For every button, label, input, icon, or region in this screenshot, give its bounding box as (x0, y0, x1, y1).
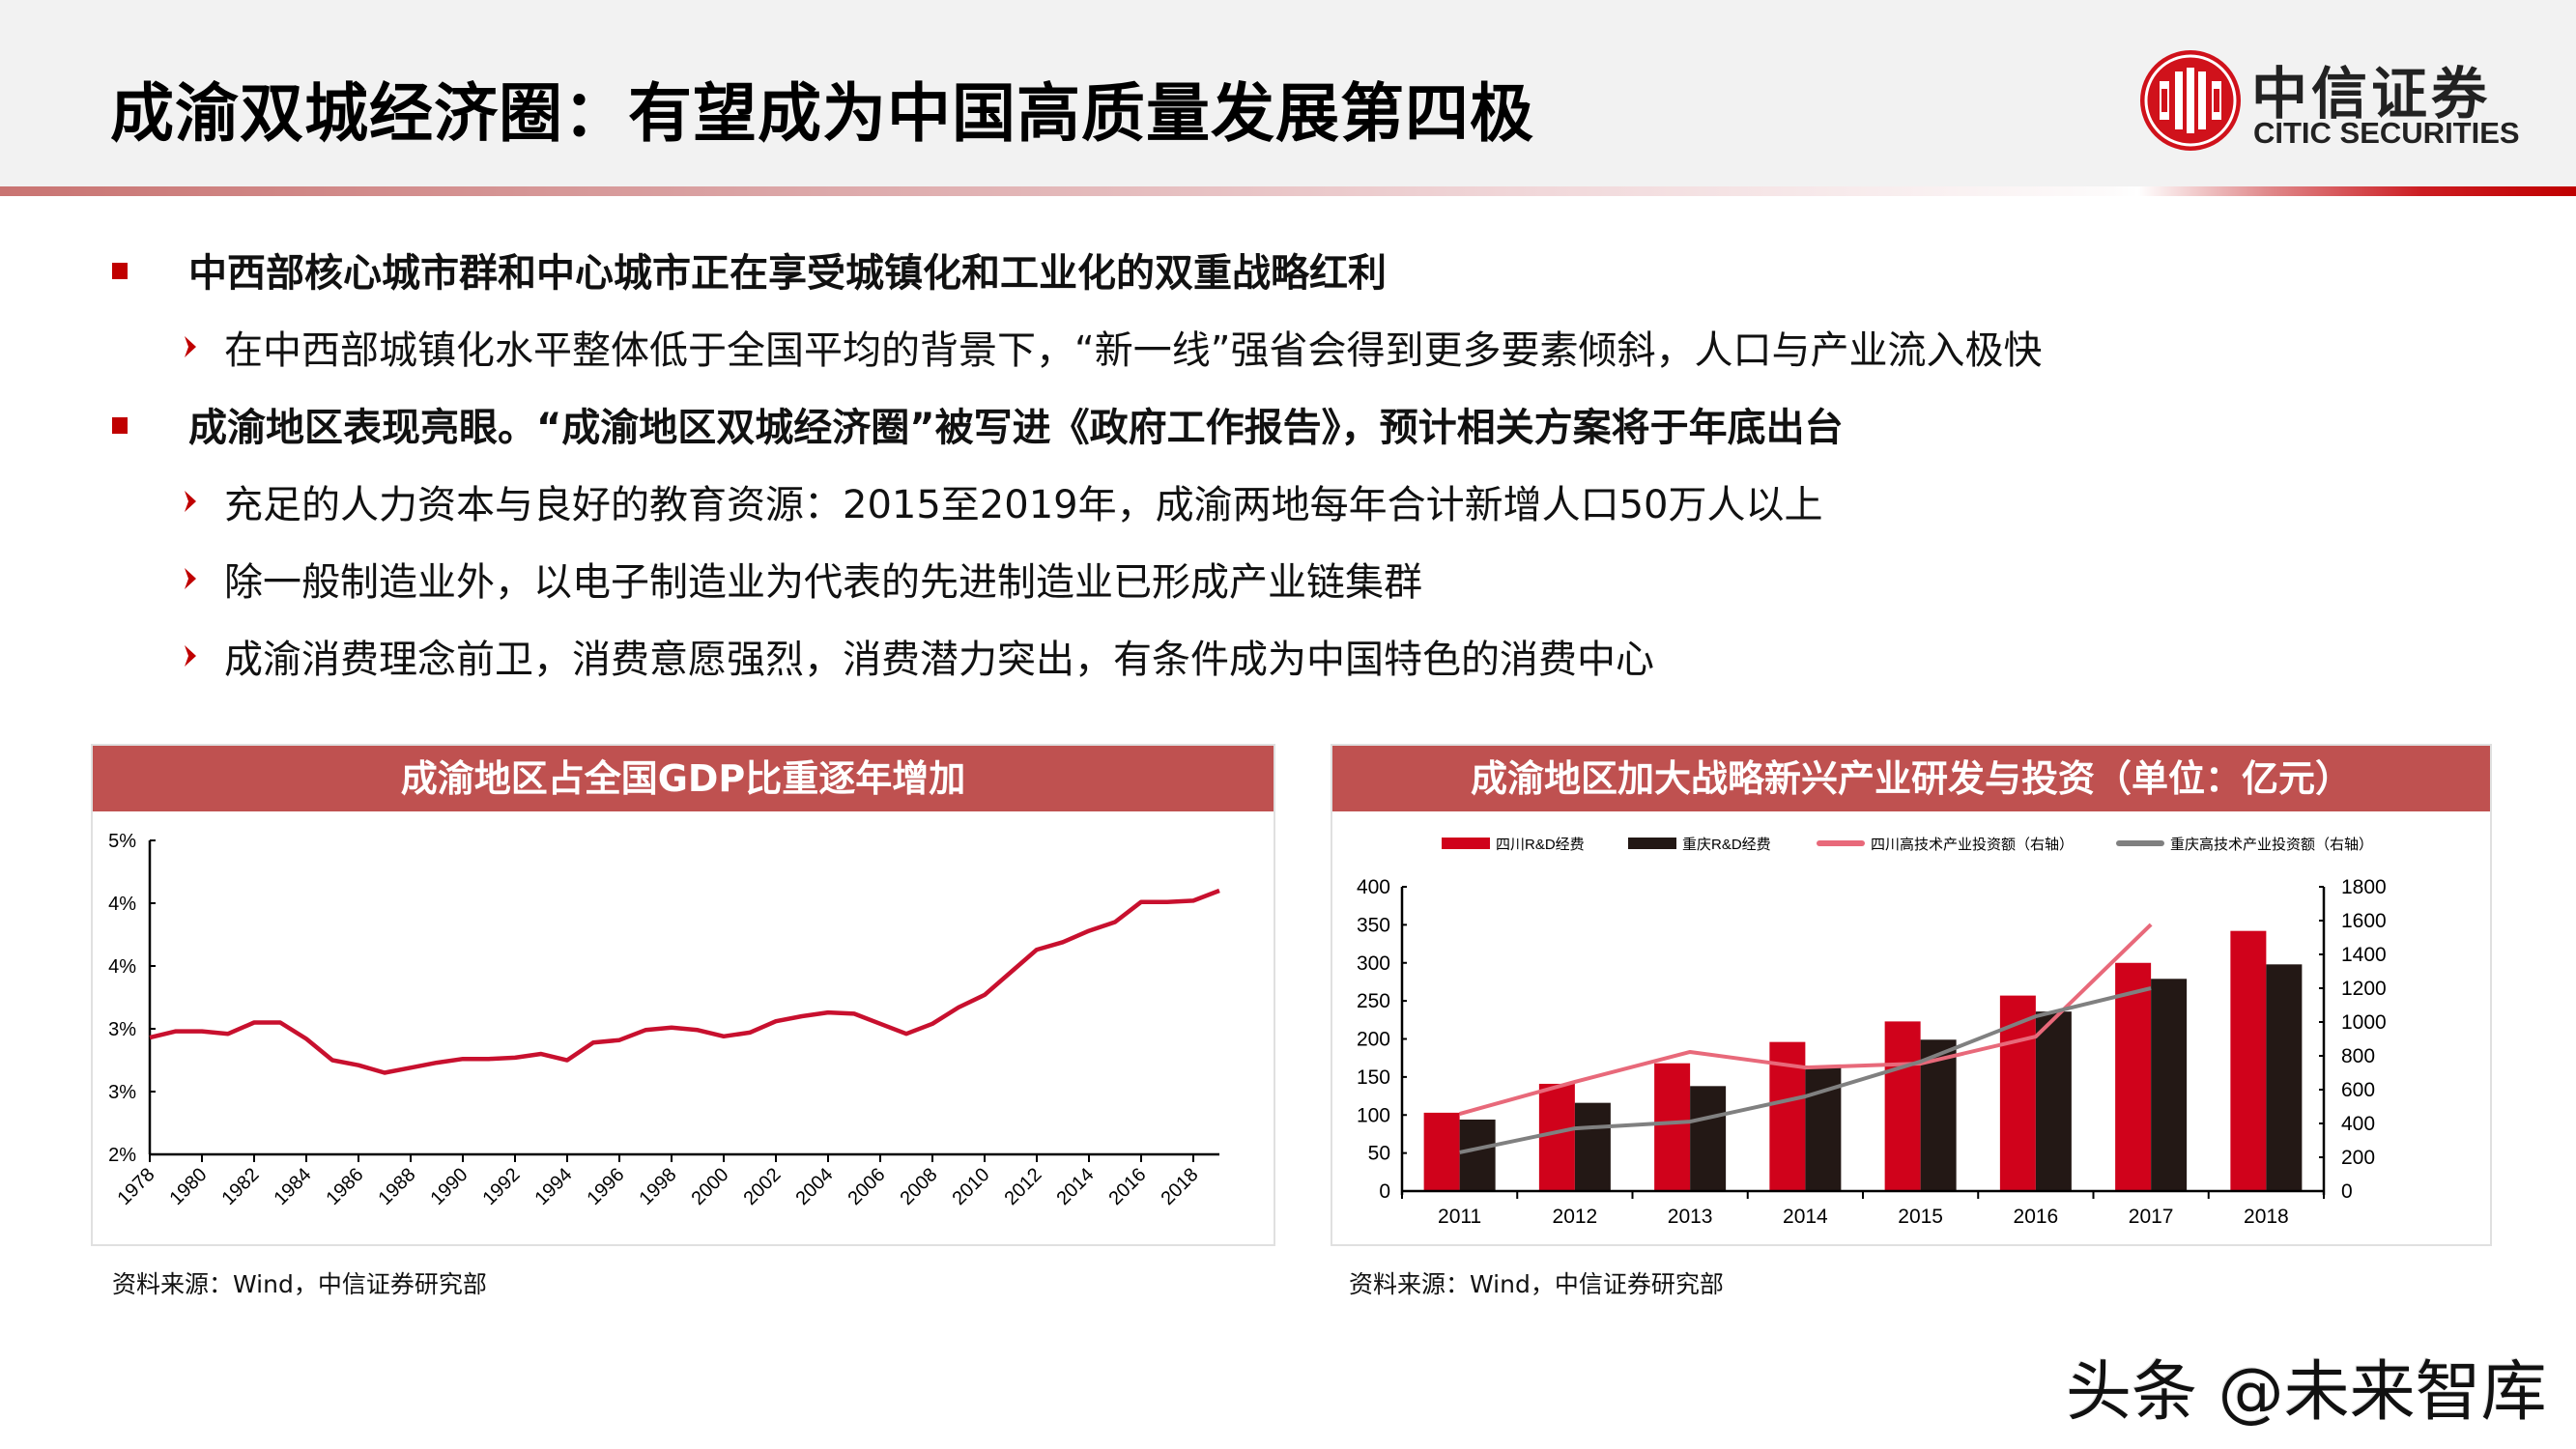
arrow-bullet-icon (185, 568, 196, 589)
bullet-text: 中西部核心城市群和中心城市正在享受城镇化和工业化的双重战略红利 (188, 251, 1387, 296)
square-bullet-icon (112, 417, 128, 434)
svg-text:0: 0 (1379, 1180, 1390, 1203)
svg-text:400: 400 (2341, 1113, 2375, 1135)
chart-source-note: 资料来源：Wind，中信证券研究部 (112, 1270, 487, 1298)
svg-text:2012: 2012 (1553, 1206, 1598, 1228)
svg-text:350: 350 (1357, 914, 1390, 936)
svg-text:2016: 2016 (1105, 1164, 1151, 1209)
gdp-share-chart-panel: 成渝地区占全国GDP比重逐年增加 2% 3% 3% 4% 4% 5% 1978 1980 198… (91, 744, 1275, 1246)
arrow-bullet-icon (185, 491, 196, 512)
chart-title: 成渝地区占全国GDP比重逐年增加 (93, 746, 1274, 811)
gdp-share-line-chart: 2% 3% 3% 4% 4% 5% 1978 1980 1982 1984 1986 1988 1990… (108, 831, 1220, 1209)
svg-text:200: 200 (2341, 1147, 2375, 1169)
arrow-bullet-icon (185, 645, 196, 667)
slide-title: 成渝双城经济圈：有望成为中国高质量发展第四极 (110, 76, 1534, 151)
rd-investment-chart-panel: 成渝地区加大战略新兴产业研发与投资（单位：亿元） 四川R&D经费 重庆R&D经费四… (1331, 744, 2492, 1246)
svg-text:1986: 1986 (323, 1164, 368, 1209)
svg-text:四川R&D经费: 四川R&D经费 (1496, 837, 1585, 853)
svg-text:1992: 1992 (479, 1164, 525, 1209)
svg-text:2%: 2% (108, 1145, 136, 1166)
svg-text:2012: 2012 (1001, 1164, 1046, 1209)
svg-text:800: 800 (2341, 1045, 2375, 1067)
svg-text:1998: 1998 (636, 1164, 681, 1209)
svg-text:2015: 2015 (1898, 1206, 1943, 1228)
svg-text:150: 150 (1357, 1066, 1390, 1089)
svg-text:1996: 1996 (584, 1164, 629, 1209)
svg-text:2014: 2014 (1783, 1206, 1828, 1228)
svg-text:1978: 1978 (114, 1164, 159, 1209)
svg-text:200: 200 (1357, 1029, 1390, 1051)
svg-text:2011: 2011 (1438, 1206, 1481, 1228)
svg-text:2006: 2006 (844, 1164, 890, 1209)
arrow-bullet-icon (185, 336, 196, 357)
slide-header: 成渝双城经济圈：有望成为中国高质量发展第四极 中信证券 CITIC SECURI… (0, 0, 2576, 186)
svg-text:1200: 1200 (2341, 978, 2387, 1000)
svg-text:2016: 2016 (2014, 1206, 2059, 1228)
logo-english-text: CITIC SECURITIES (2253, 116, 2520, 150)
svg-text:5%: 5% (108, 831, 136, 852)
bullet-text: 充足的人力资本与良好的教育资源：2015至2019年，成渝两地每年合计新增人口5… (224, 483, 1823, 527)
svg-text:400: 400 (1357, 876, 1390, 898)
svg-text:2004: 2004 (792, 1164, 838, 1209)
svg-text:1800: 1800 (2341, 876, 2387, 898)
svg-text:50: 50 (1368, 1143, 1390, 1165)
bullet-text: 除一般制造业外，以电子制造业为代表的先进制造业已形成产业链集群 (224, 560, 1422, 605)
svg-text:重庆高技术产业投资额（右轴）: 重庆高技术产业投资额（右轴） (2170, 837, 2373, 853)
bullet-text: 在中西部城镇化水平整体低于全国平均的背景下，“新一线”强省会得到更多要素倾斜，人… (224, 328, 2043, 373)
header-gradient-bar (0, 186, 2576, 196)
citic-logo-icon (2140, 50, 2241, 151)
svg-text:100: 100 (1357, 1104, 1390, 1126)
svg-text:1994: 1994 (531, 1164, 577, 1209)
watermark: 头条 @未来智库 (2066, 1354, 2547, 1431)
svg-text:1988: 1988 (375, 1164, 420, 1209)
svg-text:2018: 2018 (2244, 1206, 2289, 1228)
svg-text:4%: 4% (108, 894, 136, 915)
chart-title: 成渝地区加大战略新兴产业研发与投资（单位：亿元） (1332, 746, 2490, 811)
square-bullet-icon (112, 263, 128, 279)
svg-text:2014: 2014 (1053, 1164, 1099, 1209)
svg-text:2013: 2013 (1668, 1206, 1713, 1228)
bullet-text: 成渝消费理念前卫，消费意愿强烈，消费潜力突出，有条件成为中国特色的消费中心 (224, 638, 1654, 682)
svg-text:四川高技术产业投资额（右轴）: 四川高技术产业投资额（右轴） (1871, 837, 2074, 853)
bullet-text: 成渝地区表现亮眼。“成渝地区双城经济圈”被写进《政府工作报告》，预计相关方案将于… (188, 406, 1844, 450)
svg-text:2000: 2000 (688, 1164, 733, 1209)
svg-text:1990: 1990 (427, 1164, 472, 1209)
svg-text:2008: 2008 (897, 1164, 942, 1209)
svg-text:重庆R&D经费: 重庆R&D经费 (1682, 837, 1771, 853)
svg-text:3%: 3% (108, 1019, 136, 1040)
rd-investment-combo-chart: 四川R&D经费 重庆R&D经费 四川高技术产业投资额（右轴） 重庆高技术产业投资额（右… (1357, 837, 2387, 1228)
svg-text:2010: 2010 (949, 1164, 994, 1209)
svg-text:2018: 2018 (1158, 1164, 1203, 1209)
svg-text:2017: 2017 (2129, 1206, 2174, 1228)
logo-chinese-text: 中信证券 (2251, 61, 2492, 127)
svg-text:250: 250 (1357, 990, 1390, 1012)
svg-text:600: 600 (2341, 1079, 2375, 1101)
citic-logo: 中信证券 CITIC SECURITIES (2140, 50, 2527, 156)
svg-text:2002: 2002 (740, 1164, 786, 1209)
svg-text:4%: 4% (108, 956, 136, 978)
svg-text:1984: 1984 (271, 1164, 316, 1209)
svg-text:1600: 1600 (2341, 910, 2387, 932)
svg-text:0: 0 (2341, 1180, 2353, 1203)
chart-source-note: 资料来源：Wind，中信证券研究部 (1349, 1270, 1724, 1298)
svg-text:3%: 3% (108, 1082, 136, 1103)
svg-text:300: 300 (1357, 952, 1390, 975)
svg-text:1400: 1400 (2341, 944, 2387, 966)
svg-text:1980: 1980 (166, 1164, 212, 1209)
svg-text:1000: 1000 (2341, 1011, 2387, 1034)
svg-text:1982: 1982 (218, 1164, 264, 1209)
